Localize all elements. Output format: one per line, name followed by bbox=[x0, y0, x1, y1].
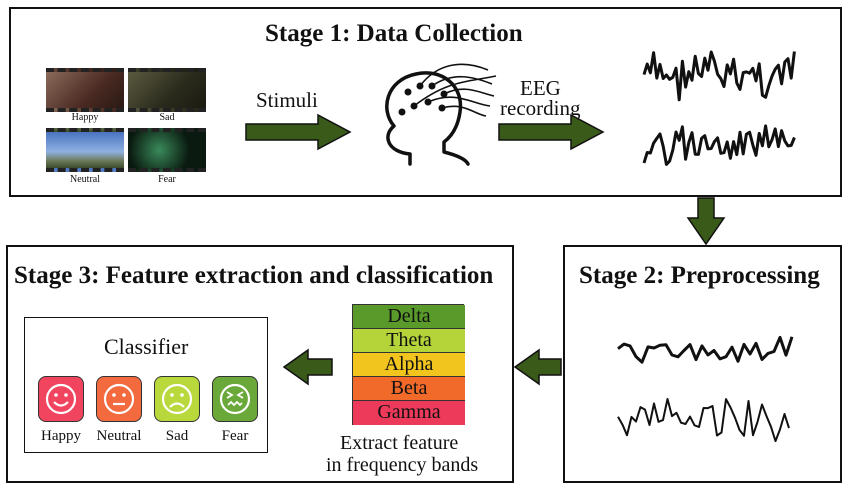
eeg-label: EEG bbox=[520, 76, 561, 100]
emotion-sad bbox=[154, 376, 200, 422]
head-icon bbox=[385, 63, 497, 166]
neutral-face-icon bbox=[103, 383, 135, 415]
thumbnail-label: Sad bbox=[159, 112, 175, 123]
stage3-title: Stage 3: Feature extraction and classifi… bbox=[14, 262, 494, 289]
band-theta: Theta bbox=[353, 329, 465, 353]
fear-face-icon bbox=[219, 383, 251, 415]
emotion-happy bbox=[38, 376, 84, 422]
stage1-title: Stage 1: Data Collection bbox=[265, 20, 523, 47]
band-beta: Beta bbox=[353, 377, 465, 401]
thumbnail-happy bbox=[46, 68, 124, 112]
thumbnail-sad bbox=[128, 68, 206, 112]
frequency-bands: Delta Theta Alpha Beta Gamma bbox=[352, 304, 465, 425]
emotion-fear bbox=[212, 376, 258, 422]
stimuli-arrow bbox=[245, 113, 352, 151]
recording-arrow bbox=[498, 113, 605, 151]
emotion-label-neutral: Neutral bbox=[96, 428, 142, 444]
recording-label: recording bbox=[500, 96, 581, 120]
band-delta: Delta bbox=[353, 305, 465, 329]
stimuli-label: Stimuli bbox=[256, 88, 318, 112]
left-arrow-stage2 bbox=[513, 348, 562, 386]
sad-face-icon bbox=[161, 383, 193, 415]
emotion-label-sad: Sad bbox=[165, 428, 189, 444]
left-arrow-stage3 bbox=[282, 348, 333, 386]
thumbnail-label: Fear bbox=[158, 174, 176, 185]
down-arrow bbox=[686, 197, 726, 246]
band-alpha: Alpha bbox=[353, 353, 465, 377]
classifier-title: Classifier bbox=[104, 334, 189, 359]
caption-line-1: Extract feature bbox=[340, 432, 459, 454]
emotion-label-fear: Fear bbox=[221, 428, 249, 444]
emotion-label-happy: Happy bbox=[41, 428, 81, 444]
clean-eeg-wave-icon bbox=[617, 335, 794, 443]
stage2-title: Stage 2: Preprocessing bbox=[579, 262, 820, 289]
caption-line-2: in frequency bands bbox=[326, 454, 479, 476]
thumbnail-neutral bbox=[46, 128, 124, 172]
band-gamma: Gamma bbox=[353, 401, 465, 425]
thumbnail-fear bbox=[128, 128, 206, 172]
stage2-box bbox=[563, 245, 842, 483]
emotion-neutral bbox=[96, 376, 142, 422]
smile-face-icon bbox=[45, 383, 77, 415]
thumbnail-label: Neutral bbox=[70, 174, 100, 185]
raw-eeg-wave-icon bbox=[642, 50, 796, 166]
thumbnail-label: Happy bbox=[71, 112, 99, 123]
